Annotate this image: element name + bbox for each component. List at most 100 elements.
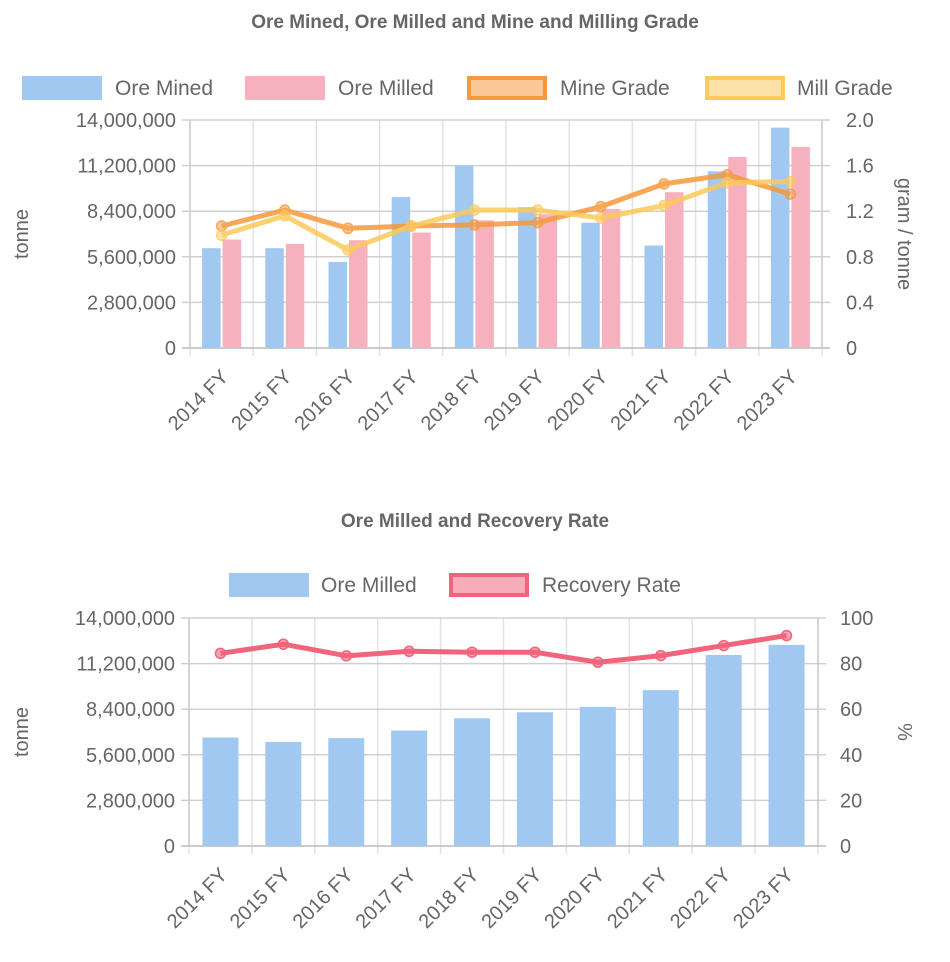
bar[interactable] (265, 248, 284, 348)
data-point[interactable] (655, 649, 667, 662)
legend-label: Recovery Rate (542, 574, 681, 597)
bar[interactable] (516, 712, 553, 846)
data-point[interactable] (595, 212, 607, 224)
bar[interactable] (391, 730, 428, 846)
y-tick-label: 0 (164, 836, 175, 858)
y2-tick-label: 2.0 (846, 110, 874, 132)
data-point[interactable] (279, 210, 291, 222)
legend-label: Ore Mined (115, 77, 213, 100)
bar[interactable] (728, 156, 747, 348)
data-point[interactable] (595, 200, 607, 213)
bar[interactable] (644, 245, 664, 348)
data-point[interactable] (531, 204, 544, 216)
x-tick-label: 2022 FY (666, 864, 735, 933)
y2-tick-label: 0.4 (846, 292, 874, 314)
data-point[interactable] (403, 645, 415, 658)
data-point[interactable] (717, 639, 730, 652)
legend-item[interactable]: Ore Mined (22, 76, 213, 100)
legend-swatch (22, 76, 102, 100)
chart-title: Ore Milled and Recovery Rate (341, 511, 609, 532)
line-series-recovery-rate (214, 629, 793, 668)
data-point[interactable] (780, 629, 793, 642)
data-point[interactable] (340, 650, 352, 662)
data-point[interactable] (468, 204, 481, 216)
bar[interactable] (475, 220, 494, 348)
data-point[interactable] (784, 188, 797, 200)
x-tick-label: 2020 FY (543, 366, 612, 435)
data-point[interactable] (277, 638, 290, 650)
data-point[interactable] (214, 647, 227, 660)
bar[interactable] (581, 222, 600, 348)
y-tick-label: 5,600,000 (86, 745, 175, 767)
bar[interactable] (770, 127, 790, 348)
bar[interactable] (642, 690, 679, 846)
x-tick-label: 2017 FY (354, 366, 423, 435)
bar[interactable] (707, 171, 727, 348)
x-tick-label: 2016 FY (291, 366, 360, 435)
y2-tick-label: 100 (840, 608, 873, 630)
bar[interactable] (579, 706, 616, 846)
chart-1: Ore Mined, Ore Milled and Mine and Milli… (11, 12, 915, 435)
data-point[interactable] (658, 199, 670, 212)
x-tick-label: 2019 FY (480, 366, 549, 435)
bar[interactable] (265, 741, 302, 846)
series-line (220, 179, 791, 253)
legend-item[interactable]: Ore Milled (245, 76, 434, 100)
x-tick-label: 2023 FY (733, 366, 802, 435)
x-tick-label: 2021 FY (603, 864, 672, 933)
y2-tick-label: 1.6 (846, 156, 874, 178)
bar[interactable] (538, 214, 558, 348)
bar[interactable] (328, 262, 348, 348)
y-tick-label: 8,400,000 (87, 201, 176, 223)
legend-label: Mine Grade (560, 77, 670, 100)
y2-tick-label: 40 (840, 745, 862, 767)
bar[interactable] (412, 232, 431, 348)
bar[interactable] (791, 146, 810, 348)
bar[interactable] (202, 737, 239, 846)
y-tick-label: 14,000,000 (76, 110, 176, 132)
bar[interactable] (665, 192, 684, 348)
bar[interactable] (285, 243, 305, 348)
data-point[interactable] (342, 244, 354, 256)
chart-2: Ore Milled and Recovery Rate Ore Milled Re… (11, 511, 915, 933)
legend-item[interactable]: Ore Milled (229, 573, 417, 597)
y-tick-label: 0 (165, 338, 176, 360)
bar[interactable] (768, 644, 805, 846)
data-point[interactable] (784, 175, 797, 188)
y2-tick-label: 0 (840, 836, 851, 858)
x-tick-label: 2015 FY (226, 864, 295, 933)
y-tick-label: 8,400,000 (86, 699, 175, 721)
legend-item[interactable]: Mine Grade (467, 76, 670, 100)
bar[interactable] (454, 165, 474, 348)
legend-item[interactable]: Recovery Rate (449, 573, 681, 597)
data-point[interactable] (529, 646, 541, 658)
data-point[interactable] (342, 222, 354, 235)
grid: 0 2,800,000 5,600,000 8,400,000 11,200,000 14… (76, 110, 874, 360)
bar[interactable] (705, 654, 742, 846)
data-point[interactable] (531, 216, 544, 229)
legend-item[interactable]: Mill Grade (705, 76, 893, 100)
data-point[interactable] (215, 229, 228, 241)
y-tick-label: 5,600,000 (87, 247, 176, 269)
y2-tick-label: 20 (840, 790, 862, 812)
bar[interactable] (391, 197, 411, 348)
y-tick-label: 11,200,000 (76, 654, 175, 676)
x-tick-label: 2021 FY (607, 366, 676, 435)
chart-title: Ore Mined, Ore Milled and Mine and Milli… (251, 12, 699, 33)
data-point[interactable] (405, 220, 417, 232)
data-point[interactable] (592, 656, 604, 668)
bar[interactable] (518, 207, 537, 348)
bar[interactable] (454, 718, 491, 846)
data-point[interactable] (658, 178, 670, 190)
bar[interactable] (601, 208, 621, 348)
data-point[interactable] (721, 176, 733, 189)
data-point[interactable] (466, 646, 478, 658)
data-point[interactable] (468, 219, 481, 231)
bar[interactable] (328, 738, 365, 846)
x-tick-label: 2023 FY (729, 864, 798, 933)
bar[interactable] (202, 248, 221, 348)
x-tick-label: 2020 FY (540, 864, 609, 933)
bar[interactable] (222, 239, 242, 348)
y-axis-label: tonne (11, 209, 33, 259)
bar[interactable] (349, 240, 368, 348)
